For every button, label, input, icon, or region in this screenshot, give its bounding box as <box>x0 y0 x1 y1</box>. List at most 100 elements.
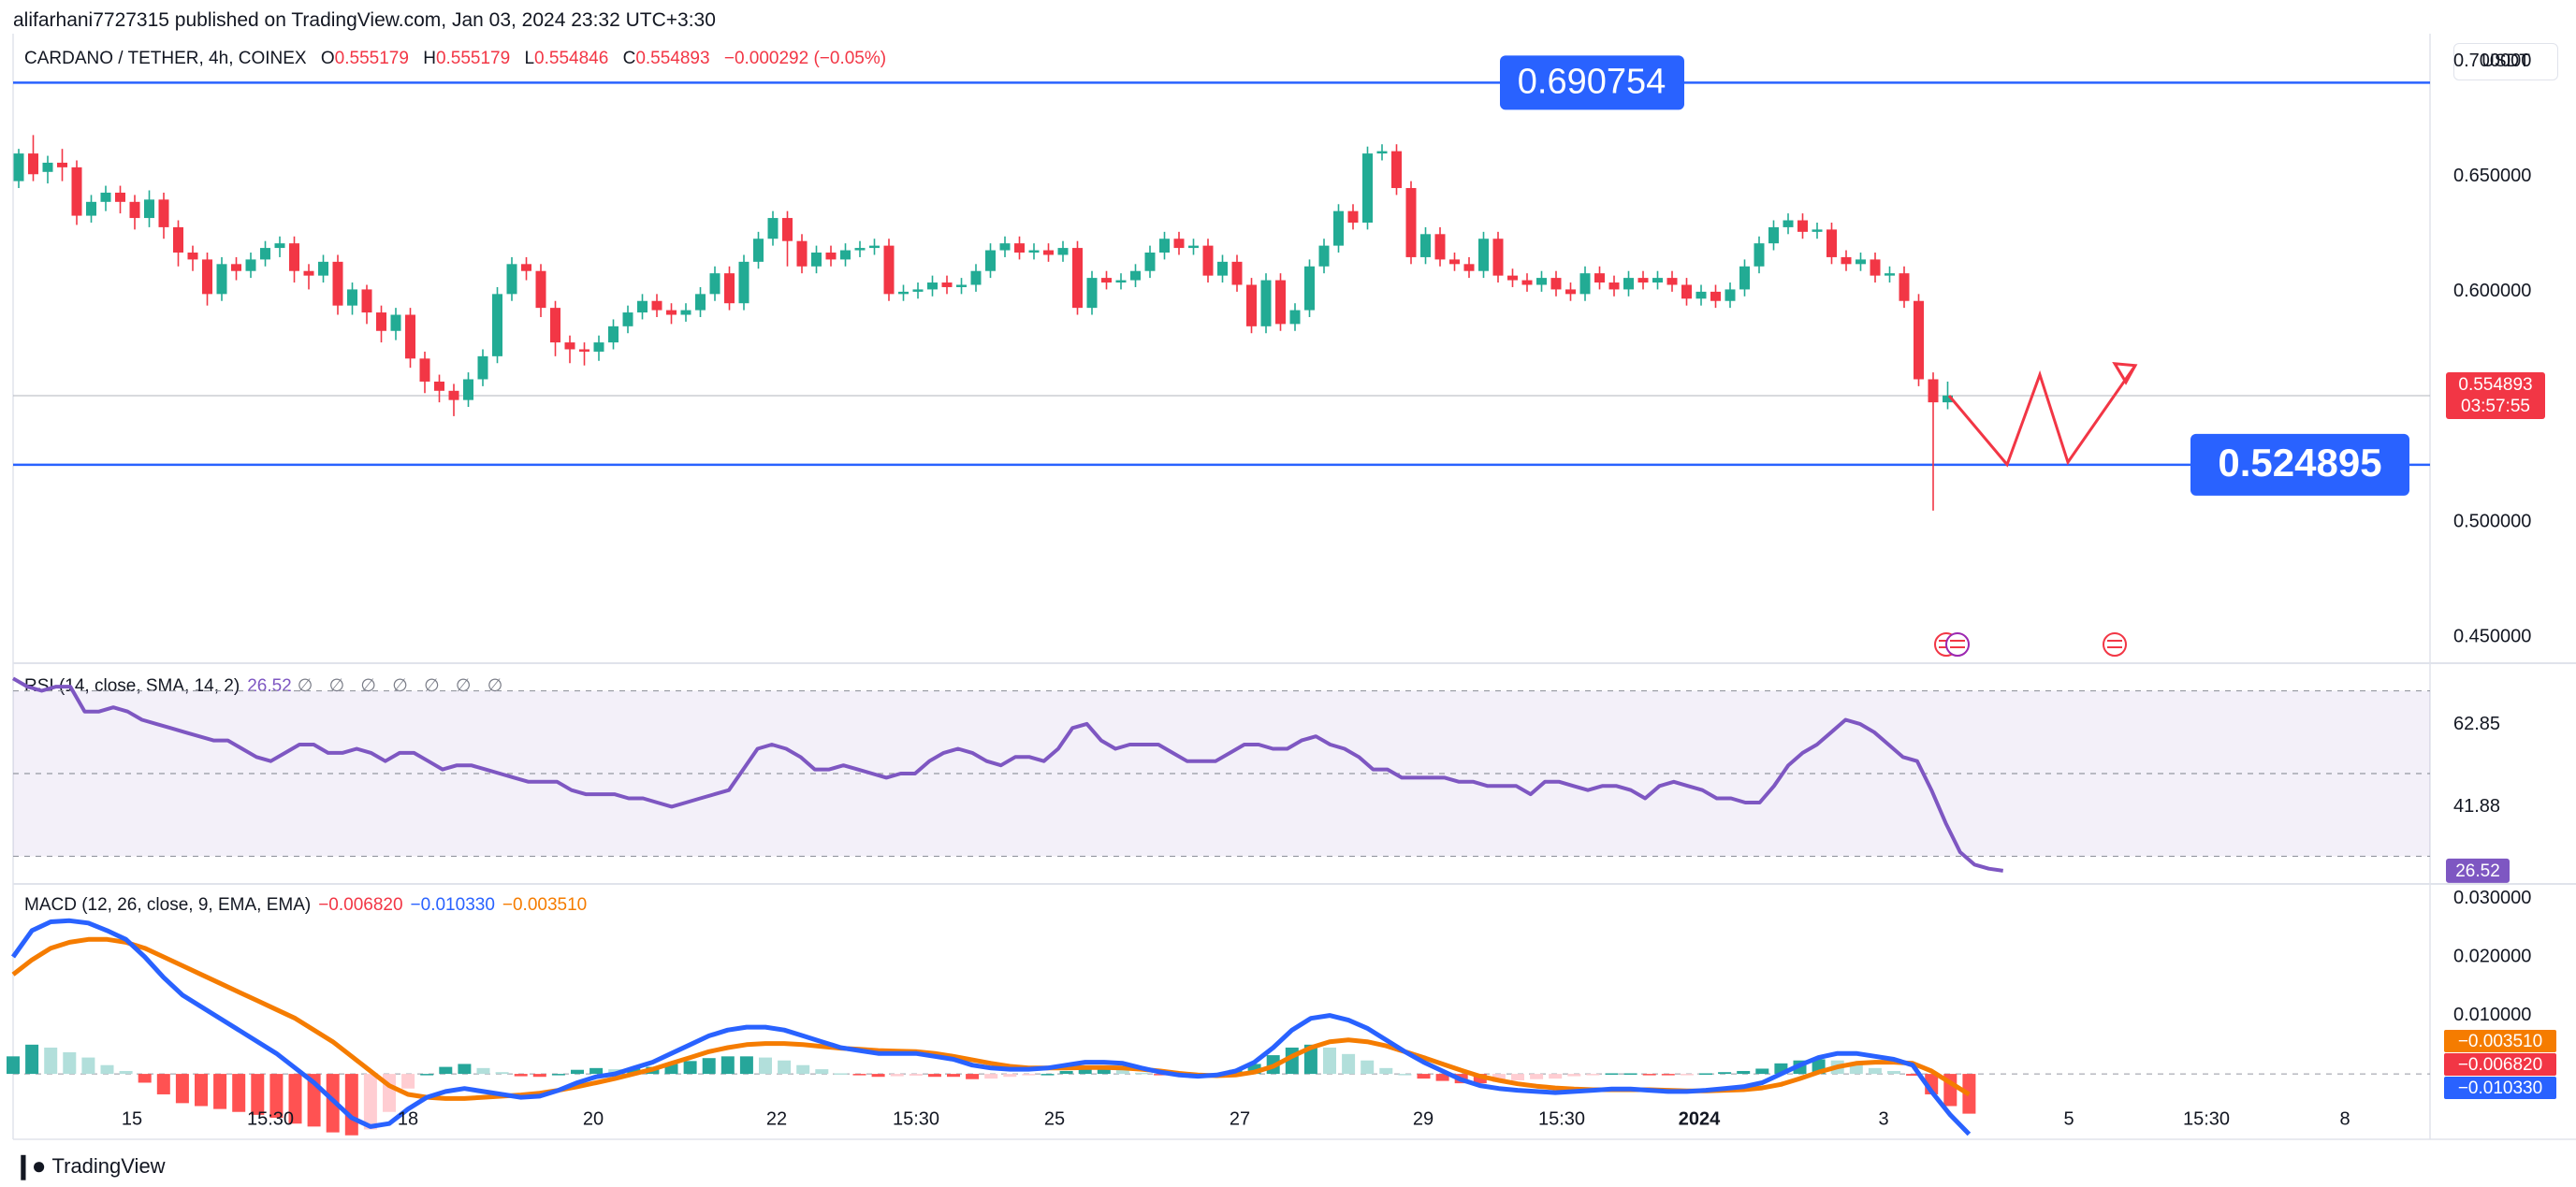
candle-body[interactable] <box>1130 270 1141 281</box>
candle-body[interactable] <box>854 248 866 251</box>
us-flag-event-icon[interactable] <box>1945 632 1970 657</box>
candle-body[interactable] <box>709 273 720 295</box>
candle-body[interactable] <box>318 261 328 276</box>
candle-body[interactable] <box>767 218 779 239</box>
candle-body[interactable] <box>738 261 750 304</box>
candle-body[interactable] <box>376 312 386 331</box>
candle-body[interactable] <box>535 270 546 309</box>
candle-body[interactable] <box>1463 264 1475 271</box>
candle-body[interactable] <box>1943 395 1953 403</box>
candle-body[interactable] <box>564 342 575 350</box>
support-label-box[interactable] <box>2190 433 2409 496</box>
candle-body[interactable] <box>869 245 880 249</box>
candle-body[interactable] <box>1318 245 1330 267</box>
candle-body[interactable] <box>970 270 982 285</box>
candle-body[interactable] <box>1914 300 1924 380</box>
candle-body[interactable] <box>1608 282 1620 290</box>
candle-body[interactable] <box>231 264 241 271</box>
candle-body[interactable] <box>796 240 808 267</box>
candle-body[interactable] <box>651 300 662 311</box>
candle-body[interactable] <box>1725 289 1736 301</box>
candle-body[interactable] <box>390 314 401 331</box>
candle-body[interactable] <box>1086 278 1098 309</box>
candle-body[interactable] <box>1536 278 1547 285</box>
candle-body[interactable] <box>1028 250 1040 253</box>
candle-body[interactable] <box>1666 278 1678 285</box>
candle-body[interactable] <box>71 166 82 216</box>
candle-body[interactable] <box>985 250 996 271</box>
candle-body[interactable] <box>1768 226 1779 244</box>
candle-body[interactable] <box>1405 188 1417 257</box>
candle-body[interactable] <box>840 250 851 260</box>
candle-body[interactable] <box>811 253 822 267</box>
candle-body[interactable] <box>115 192 125 202</box>
candle-body[interactable] <box>1710 291 1721 301</box>
candle-body[interactable] <box>1826 229 1837 257</box>
candle-body[interactable] <box>1434 234 1446 260</box>
candle-body[interactable] <box>1173 239 1185 249</box>
candle-body[interactable] <box>448 390 459 400</box>
candle-body[interactable] <box>1420 234 1431 257</box>
candle-body[interactable] <box>1188 245 1199 249</box>
candle-body[interactable] <box>1637 278 1649 283</box>
candle-body[interactable] <box>593 342 604 352</box>
candle-body[interactable] <box>274 243 285 249</box>
candle-body[interactable] <box>1492 239 1504 276</box>
candle-body[interactable] <box>1812 229 1823 232</box>
candle-body[interactable] <box>1579 273 1591 295</box>
candle-body[interactable] <box>1507 275 1518 281</box>
candle-body[interactable] <box>1928 379 1939 403</box>
candle-body[interactable] <box>245 259 256 271</box>
candle-body[interactable] <box>202 259 212 295</box>
symbol-title[interactable]: CARDANO / TETHER, 4h, COINEX <box>24 49 307 68</box>
candle-body[interactable] <box>637 300 648 313</box>
candle-body[interactable] <box>782 218 793 241</box>
candle-body[interactable] <box>1144 253 1156 271</box>
candle-body[interactable] <box>1623 278 1634 290</box>
candle-body[interactable] <box>1333 210 1344 246</box>
candle-body[interactable] <box>100 192 111 202</box>
candle-body[interactable] <box>434 381 444 391</box>
candle-body[interactable] <box>332 261 343 306</box>
us-flag-event-icon[interactable] <box>2103 632 2127 657</box>
candle-body[interactable] <box>941 282 953 287</box>
candle-body[interactable] <box>1275 280 1286 325</box>
candle-body[interactable] <box>1115 280 1127 283</box>
candle-body[interactable] <box>956 284 967 287</box>
candle-body[interactable] <box>1246 284 1257 326</box>
candle-body[interactable] <box>1347 210 1359 223</box>
candle-body[interactable] <box>1260 280 1272 326</box>
candle-body[interactable] <box>1478 239 1489 271</box>
candle-body[interactable] <box>1754 243 1765 267</box>
candle-body[interactable] <box>927 282 938 290</box>
candle-body[interactable] <box>1376 151 1388 154</box>
candle-body[interactable] <box>680 310 691 315</box>
candle-body[interactable] <box>158 199 169 227</box>
candle-body[interactable] <box>912 289 924 292</box>
candle-body[interactable] <box>1391 151 1402 189</box>
candle-body[interactable] <box>521 264 531 271</box>
candle-body[interactable] <box>477 355 488 380</box>
candle-body[interactable] <box>1217 261 1228 276</box>
resistance-label-box[interactable] <box>1500 55 1684 110</box>
projection-path[interactable] <box>1947 364 2137 468</box>
candle-body[interactable] <box>1565 289 1576 295</box>
candle-body[interactable] <box>1783 220 1794 227</box>
candle-body[interactable] <box>463 379 473 400</box>
candle-body[interactable] <box>303 270 314 276</box>
candle-body[interactable] <box>1797 220 1808 232</box>
candle-body[interactable] <box>1072 248 1083 309</box>
candle-body[interactable] <box>1899 273 1910 301</box>
candle-body[interactable] <box>666 310 677 315</box>
candle-body[interactable] <box>216 264 227 295</box>
candle-body[interactable] <box>1362 153 1373 223</box>
candle-body[interactable] <box>1304 266 1315 311</box>
rsi-line[interactable] <box>12 676 2003 873</box>
candle-body[interactable] <box>1057 248 1069 255</box>
candle-body[interactable] <box>492 294 502 356</box>
macd-line[interactable] <box>10 918 1972 1136</box>
candle-body[interactable] <box>622 312 633 326</box>
candle-body[interactable] <box>1449 259 1460 265</box>
candle-body[interactable] <box>550 308 560 343</box>
